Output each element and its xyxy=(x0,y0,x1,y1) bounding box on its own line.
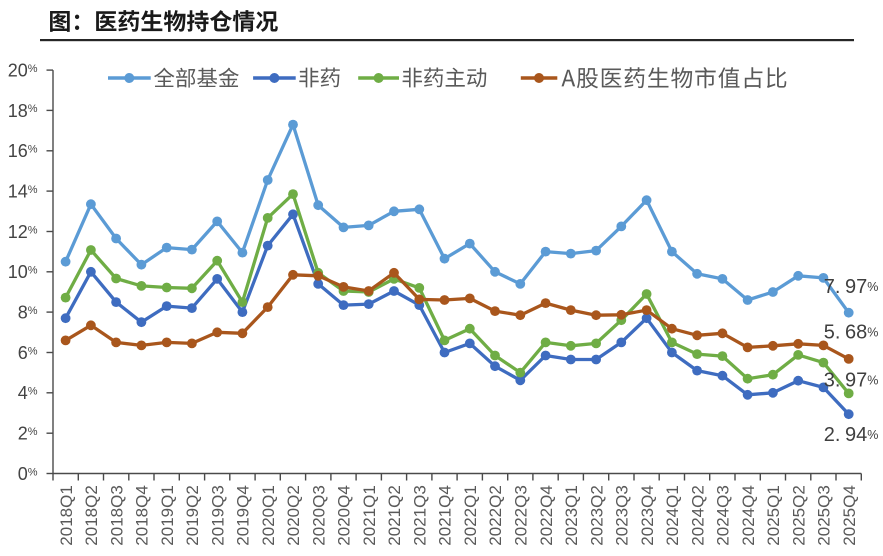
svg-text:2021Q4: 2021Q4 xyxy=(436,485,455,546)
svg-text:3.97%: 3. 97% xyxy=(824,370,879,392)
svg-text:2020Q3: 2020Q3 xyxy=(309,485,328,546)
svg-text:2025Q2: 2025Q2 xyxy=(789,485,808,546)
svg-text:2021Q2: 2021Q2 xyxy=(385,485,404,546)
svg-text:2019Q3: 2019Q3 xyxy=(208,485,227,546)
svg-text:2023Q1: 2023Q1 xyxy=(562,485,581,546)
svg-text:2025Q4: 2025Q4 xyxy=(840,485,859,546)
svg-text:2018Q1: 2018Q1 xyxy=(57,485,76,546)
svg-text:2019Q2: 2019Q2 xyxy=(183,485,202,546)
svg-text:2024Q2: 2024Q2 xyxy=(688,485,707,546)
svg-text:16%: 16% xyxy=(8,141,38,161)
svg-text:2022Q1: 2022Q1 xyxy=(461,485,480,546)
svg-text:20%: 20% xyxy=(8,61,38,81)
svg-text:4%: 4% xyxy=(18,383,38,403)
svg-text:2022Q4: 2022Q4 xyxy=(537,485,556,546)
svg-text:0%: 0% xyxy=(18,464,38,484)
svg-text:2023Q2: 2023Q2 xyxy=(587,485,606,546)
svg-text:2019Q4: 2019Q4 xyxy=(234,485,253,546)
svg-text:14%: 14% xyxy=(8,182,38,202)
svg-text:2018Q4: 2018Q4 xyxy=(133,485,152,546)
svg-text:2024Q3: 2024Q3 xyxy=(714,485,733,546)
svg-text:2019Q1: 2019Q1 xyxy=(158,485,177,546)
svg-text:8%: 8% xyxy=(18,303,38,323)
svg-text:2023Q4: 2023Q4 xyxy=(638,485,657,546)
svg-text:12%: 12% xyxy=(8,222,38,242)
svg-text:5.68%: 5. 68% xyxy=(824,322,879,344)
svg-text:6%: 6% xyxy=(18,343,38,363)
svg-text:2020Q1: 2020Q1 xyxy=(259,485,278,546)
svg-text:2025Q1: 2025Q1 xyxy=(764,485,783,546)
svg-text:10%: 10% xyxy=(8,262,38,282)
svg-text:2024Q4: 2024Q4 xyxy=(739,485,758,546)
svg-text:2%: 2% xyxy=(18,424,38,444)
svg-text:2023Q3: 2023Q3 xyxy=(613,485,632,546)
svg-text:2020Q2: 2020Q2 xyxy=(284,485,303,546)
svg-text:2024Q1: 2024Q1 xyxy=(663,485,682,546)
svg-text:18%: 18% xyxy=(8,101,38,121)
svg-text:2018Q2: 2018Q2 xyxy=(82,485,101,546)
svg-text:2021Q1: 2021Q1 xyxy=(360,485,379,546)
svg-text:2022Q2: 2022Q2 xyxy=(486,485,505,546)
svg-text:7.97%: 7. 97% xyxy=(824,276,879,298)
svg-text:2021Q3: 2021Q3 xyxy=(411,485,430,546)
svg-text:2.94%: 2. 94% xyxy=(824,424,879,446)
svg-text:2025Q3: 2025Q3 xyxy=(815,485,834,546)
svg-text:2018Q3: 2018Q3 xyxy=(107,485,126,546)
svg-text:2020Q4: 2020Q4 xyxy=(335,485,354,546)
svg-text:2022Q3: 2022Q3 xyxy=(512,485,531,546)
